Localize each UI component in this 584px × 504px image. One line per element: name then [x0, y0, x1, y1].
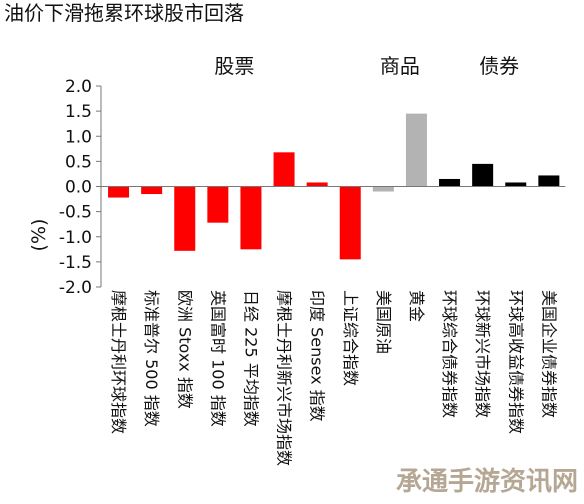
- bar: [306, 182, 328, 187]
- y-tick-label: 0.0: [65, 178, 92, 198]
- bar: [207, 186, 229, 223]
- bars: [108, 113, 560, 260]
- x-category-label: 日经 225 平均指数: [241, 290, 260, 427]
- x-category-label: 标准普尔 500 指数: [142, 290, 161, 427]
- category-group-labels: 股票 商品 债券: [214, 54, 519, 78]
- bar: [108, 186, 130, 198]
- x-category-label: 环球综合债券指数: [440, 290, 459, 418]
- y-axis-label: (%): [28, 219, 50, 252]
- y-tick-label: -0.5: [59, 203, 92, 223]
- x-category-label: 摩根士丹利新兴市场指数: [275, 290, 294, 466]
- x-category-label: 欧洲 Stoxx 指数: [175, 290, 194, 409]
- group-label: 股票: [214, 54, 254, 78]
- x-category-label: 印度 Sensex 指数: [308, 290, 327, 422]
- x-category-label: 美国企业债券指数: [539, 290, 558, 418]
- y-tick-label: 1.5: [65, 102, 92, 122]
- axes: [100, 86, 566, 287]
- group-label: 商品: [380, 54, 420, 78]
- y-tick-label: 1.0: [65, 127, 92, 147]
- bar: [339, 186, 361, 260]
- bar: [273, 152, 295, 187]
- bar: [472, 163, 494, 187]
- watermark: 承通手游资讯网: [395, 467, 578, 497]
- bar: [439, 178, 461, 187]
- chart-title: 油价下滑拖累环球股市回落: [4, 1, 244, 25]
- bar: [174, 186, 196, 251]
- x-axis-category-labels: 摩根士丹利环球指数 标准普尔 500 指数 欧洲 Stoxx 指数 英国富时 100 …: [109, 290, 558, 466]
- x-category-label: 环球高收益债券指数: [506, 290, 525, 434]
- bar: [372, 186, 394, 192]
- bar: [141, 186, 163, 195]
- group-label: 债券: [479, 54, 519, 78]
- y-tick-label: -2.0: [59, 278, 92, 298]
- bar: [405, 113, 427, 187]
- bar: [505, 182, 527, 187]
- x-category-label: 上证综合指数: [341, 290, 360, 386]
- bar: [538, 175, 560, 187]
- x-category-label: 黄金: [407, 290, 426, 322]
- x-category-label: 美国原油: [374, 290, 393, 354]
- y-tick-label: 2.0: [65, 77, 92, 97]
- x-category-label: 环球新兴市场指数: [473, 290, 492, 418]
- y-axis-ticks: 2.0 1.5 1.0 0.5 0.0 -0.5 -1.0 -1.5 -2.0: [59, 77, 101, 298]
- y-axis-label-group: (%): [28, 219, 50, 252]
- x-category-label: 摩根士丹利环球指数: [109, 290, 128, 434]
- y-tick-label: -1.0: [59, 228, 92, 248]
- y-tick-label: -1.5: [59, 253, 92, 273]
- x-category-label: 英国富时 100 指数: [208, 290, 227, 427]
- bar: [240, 186, 262, 250]
- y-tick-label: 0.5: [65, 152, 92, 172]
